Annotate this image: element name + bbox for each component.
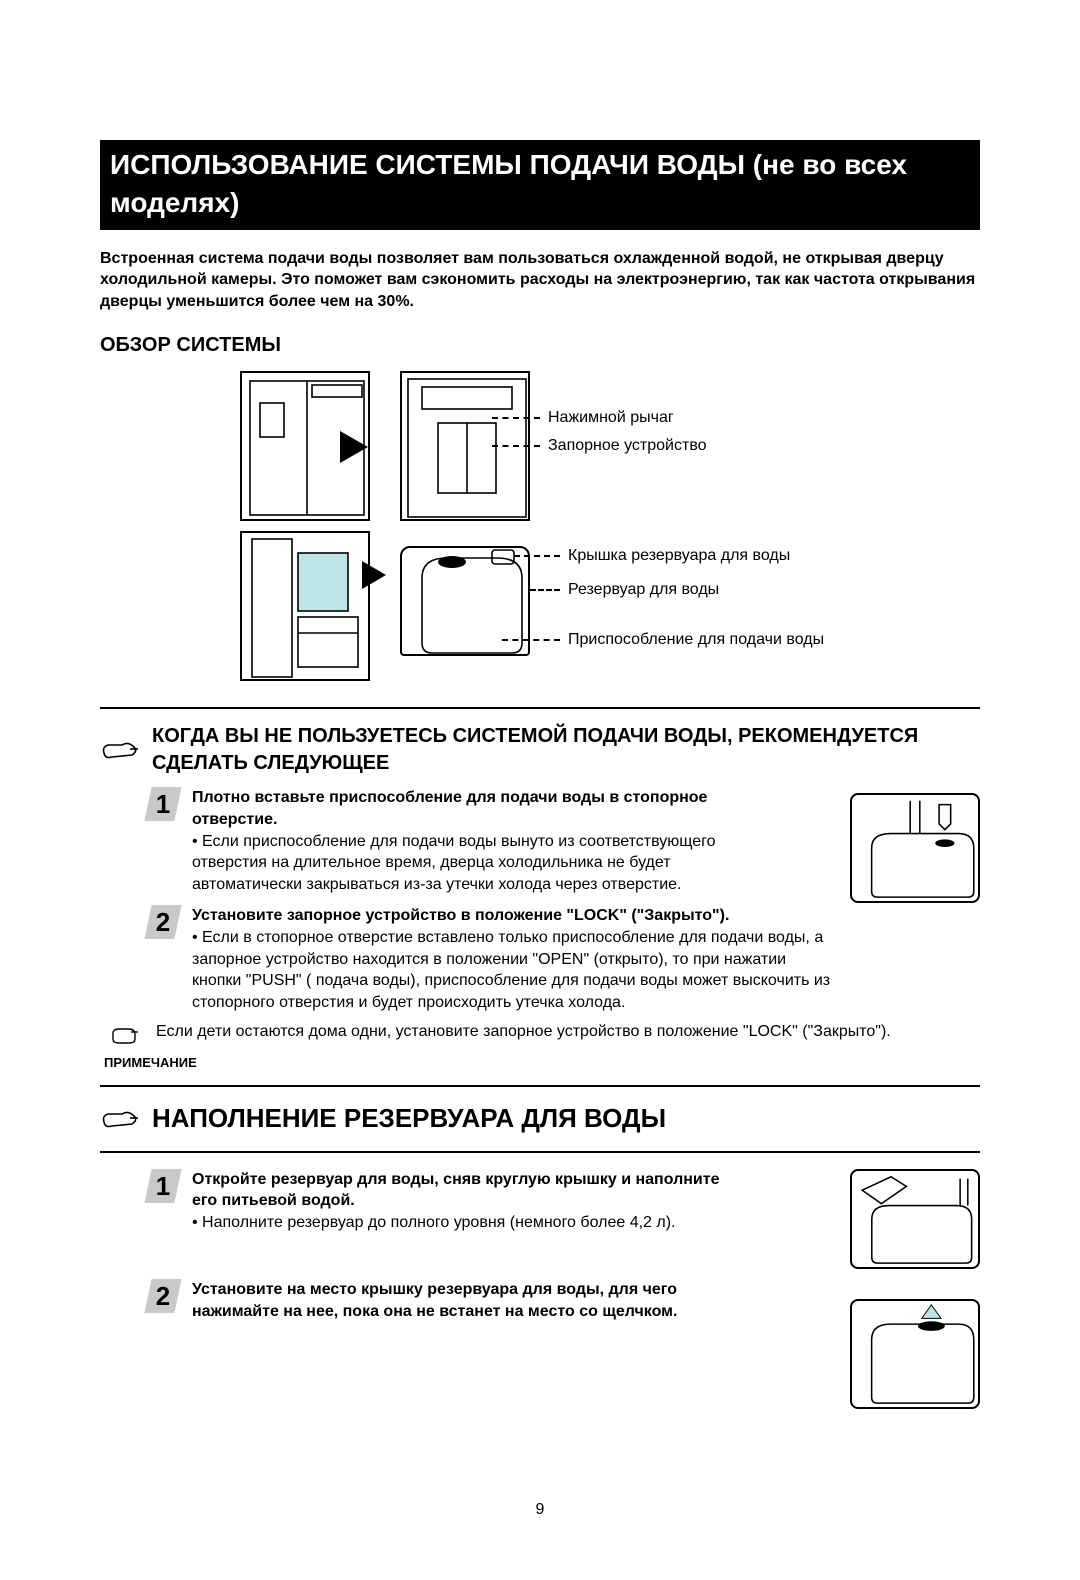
step-number-icon: 2 [148,1279,178,1313]
section-b-body: 1 Откройте резервуар для воды, сняв круг… [100,1169,980,1429]
step-title: Плотно вставьте приспособление для подач… [192,787,732,830]
step-title: Установите запорное устройство в положен… [192,905,832,927]
step-title: Откройте резервуар для воды, сняв круглу… [192,1169,732,1212]
note-hand-icon [109,1032,139,1049]
section-a-body: 1 Плотно вставьте приспособление для под… [100,787,980,1013]
leader-line [514,555,560,557]
step-body-text: Если в стопорное отверстие вставлено тол… [192,927,832,1013]
section-a-illustration [850,793,980,903]
step-number-icon: 1 [148,1169,178,1203]
leader-line [492,417,540,419]
section-b-illustration-1 [850,1169,980,1269]
section-b-title: НАПОЛНЕНИЕ РЕЗЕРВУАРА ДЛЯ ВОДЫ [152,1101,666,1136]
page-number: 9 [100,1499,980,1521]
page-banner: ИСПОЛЬЗОВАНИЕ СИСТЕМЫ ПОДАЧИ ВОДЫ (не во… [100,140,980,230]
label-push-lever: Нажимной рычаг [548,407,674,429]
section-b-header: НАПОЛНЕНИЕ РЕЗЕРВУАРА ДЛЯ ВОДЫ [100,1101,980,1136]
step-number: 2 [148,905,178,939]
label-tank: Резервуар для воды [568,579,719,601]
note-label: ПРИМЕЧАНИЕ [104,1054,144,1072]
leader-line [530,589,560,591]
section-b-illustration-2 [850,1299,980,1409]
note-text: Если дети остаются дома одни, установите… [156,1021,980,1043]
section-a-title: КОГДА ВЫ НЕ ПОЛЬЗУЕТЕСЬ СИСТЕМОЙ ПОДАЧИ … [152,723,980,777]
divider [100,707,980,709]
step-number-icon: 1 [148,787,178,821]
label-supply-device: Приспособление для подачи воды [568,629,824,651]
pointing-hand-icon [100,1104,140,1134]
arrow-icon [362,561,386,589]
step-number-icon: 2 [148,905,178,939]
diagram-fridge-open [240,531,370,681]
divider [100,1085,980,1087]
label-tank-lid: Крышка резервуара для воды [568,545,790,567]
pointing-hand-icon [100,735,140,765]
step-body-text: Наполните резервуар до полного уровня (н… [192,1212,732,1234]
section-a-header: КОГДА ВЫ НЕ ПОЛЬЗУЕТЕСЬ СИСТЕМОЙ ПОДАЧИ … [100,723,980,777]
label-lock-device: Запорное устройство [548,435,707,457]
overview-title: ОБЗОР СИСТЕМЫ [100,332,980,359]
step-number: 2 [148,1279,178,1313]
overview-diagram: Нажимной рычаг Запорное устройство Крышк… [100,371,980,691]
leader-line [492,445,540,447]
arrow-icon [340,431,368,463]
step-title: Установите на место крышку резервуара дл… [192,1279,732,1322]
divider [100,1151,980,1153]
leader-line [502,639,560,641]
step-body-text: Если приспособление для подачи воды выну… [192,831,732,896]
step-number: 1 [148,787,178,821]
note-row: ПРИМЕЧАНИЕ Если дети остаются дома одни,… [104,1021,980,1071]
section-a-step-2: 2 Установите запорное устройство в полож… [148,905,980,1013]
intro-paragraph: Встроенная система подачи воды позволяет… [100,248,980,313]
step-number: 1 [148,1169,178,1203]
